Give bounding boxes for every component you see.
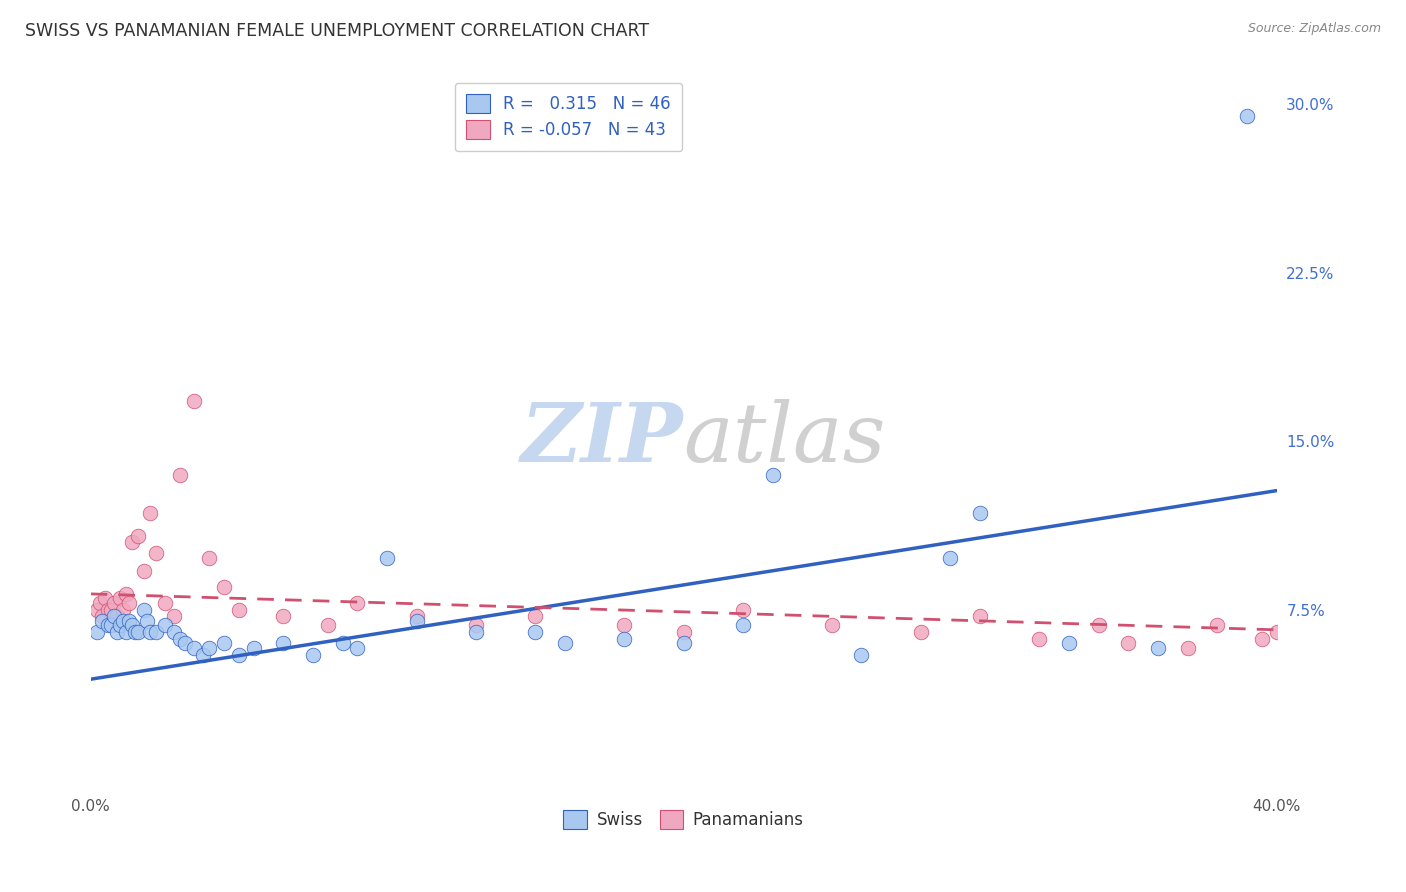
Point: [105, 609, 128, 624]
Point: [127, 528, 149, 542]
Point: [910, 625, 932, 640]
Point: [346, 596, 368, 610]
Point: [115, 625, 138, 640]
Point: [405, 609, 427, 624]
Point: [1147, 640, 1170, 655]
Point: [145, 547, 167, 561]
Point: [613, 632, 636, 646]
Point: [1087, 618, 1109, 632]
Point: [91, 614, 114, 628]
Legend: Swiss, Panamanians: Swiss, Panamanians: [557, 803, 810, 836]
Point: [198, 551, 221, 566]
Point: [145, 625, 167, 640]
Point: [153, 618, 176, 632]
Point: [169, 632, 191, 646]
Point: [153, 596, 176, 610]
Point: [939, 551, 962, 566]
Point: [405, 614, 427, 628]
Point: [672, 636, 695, 650]
Text: atlas: atlas: [683, 399, 886, 479]
Point: [1206, 618, 1229, 632]
Point: [212, 636, 235, 650]
Point: [110, 618, 132, 632]
Point: [613, 618, 636, 632]
Point: [524, 625, 547, 640]
Point: [112, 614, 135, 628]
Point: [228, 648, 250, 662]
Point: [110, 591, 132, 606]
Point: [332, 636, 354, 650]
Point: [86, 602, 108, 616]
Text: ZIP: ZIP: [522, 399, 683, 479]
Point: [91, 609, 114, 624]
Point: [554, 636, 576, 650]
Point: [375, 551, 398, 566]
Point: [132, 565, 155, 579]
Point: [1116, 636, 1139, 650]
Point: [316, 618, 339, 632]
Point: [183, 393, 205, 408]
Point: [100, 602, 122, 616]
Point: [1028, 632, 1050, 646]
Point: [1265, 625, 1288, 640]
Point: [193, 648, 215, 662]
Point: [169, 467, 191, 482]
Text: SWISS VS PANAMANIAN FEMALE UNEMPLOYMENT CORRELATION CHART: SWISS VS PANAMANIAN FEMALE UNEMPLOYMENT …: [25, 22, 650, 40]
Point: [174, 636, 197, 650]
Point: [969, 609, 991, 624]
Point: [94, 591, 117, 606]
Point: [1057, 636, 1080, 650]
Point: [121, 618, 143, 632]
Point: [212, 580, 235, 594]
Point: [242, 640, 264, 655]
Point: [127, 625, 149, 640]
Point: [302, 648, 325, 662]
Point: [1236, 109, 1258, 123]
Point: [97, 618, 120, 632]
Point: [1177, 640, 1199, 655]
Point: [112, 602, 135, 616]
Point: [139, 506, 162, 520]
Point: [273, 636, 295, 650]
Point: [969, 506, 991, 520]
Point: [273, 609, 295, 624]
Point: [124, 625, 146, 640]
Point: [103, 609, 125, 624]
Point: [100, 618, 122, 632]
Point: [851, 648, 873, 662]
Point: [121, 535, 143, 549]
Point: [672, 625, 695, 640]
Point: [136, 614, 159, 628]
Point: [162, 625, 184, 640]
Point: [139, 625, 162, 640]
Point: [731, 602, 754, 616]
Point: [118, 596, 141, 610]
Point: [346, 640, 368, 655]
Point: [86, 625, 108, 640]
Point: [118, 614, 141, 628]
Point: [1250, 632, 1272, 646]
Point: [731, 618, 754, 632]
Point: [162, 609, 184, 624]
Point: [115, 587, 138, 601]
Point: [103, 596, 125, 610]
Text: Source: ZipAtlas.com: Source: ZipAtlas.com: [1247, 22, 1381, 36]
Point: [524, 609, 547, 624]
Point: [761, 467, 783, 482]
Point: [465, 625, 488, 640]
Point: [228, 602, 250, 616]
Point: [821, 618, 844, 632]
Point: [183, 640, 205, 655]
Point: [198, 640, 221, 655]
Point: [132, 602, 155, 616]
Point: [89, 596, 111, 610]
Point: [97, 602, 120, 616]
Point: [465, 618, 488, 632]
Point: [105, 625, 128, 640]
